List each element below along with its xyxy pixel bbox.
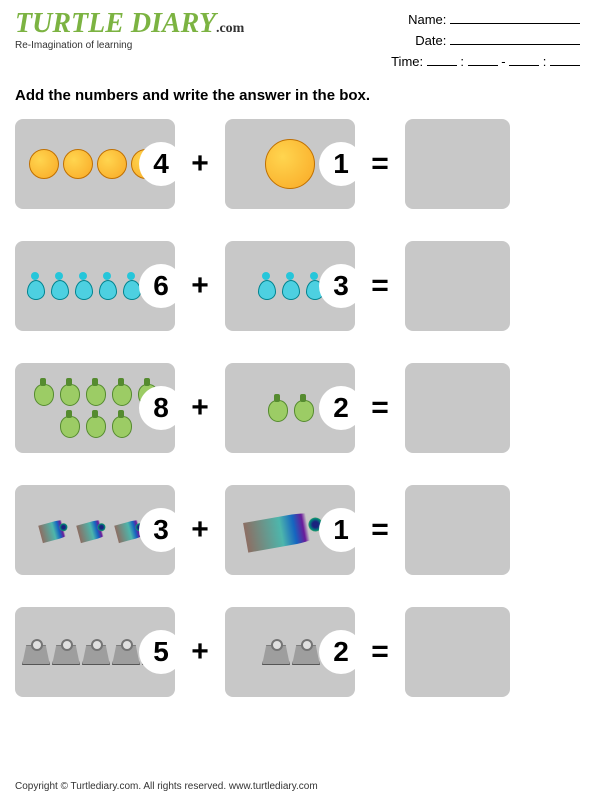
problem-row: 4+1=: [15, 119, 580, 209]
pear-icon: [84, 410, 106, 438]
number-badge: 3: [139, 508, 183, 552]
time-h2[interactable]: [509, 54, 539, 66]
earring-icon: [280, 272, 300, 300]
weight-icon: [22, 639, 48, 665]
tagline: Re-Imagination of learning: [15, 40, 244, 51]
pear-icon: [292, 394, 314, 422]
number-badge: 5: [139, 630, 183, 674]
answer-box[interactable]: [405, 363, 510, 453]
footer-copyright: Copyright © Turtlediary.com. All rights …: [15, 781, 318, 792]
time-h1[interactable]: [427, 54, 457, 66]
right-operand: 2: [225, 363, 355, 453]
answer-box[interactable]: [405, 607, 510, 697]
pear-icon: [266, 394, 288, 422]
left-operand: 3: [15, 485, 175, 575]
weight-icon: [112, 639, 138, 665]
circle-icon: [29, 149, 59, 179]
plus-operator: +: [185, 391, 215, 425]
equals-operator: =: [365, 391, 395, 425]
earring-icon: [25, 272, 45, 300]
earring-icon: [121, 272, 141, 300]
logo: TURTLE DIARY.com Re-Imagination of learn…: [15, 10, 244, 51]
answer-box[interactable]: [405, 241, 510, 331]
pear-icon: [84, 378, 106, 406]
number-badge: 4: [139, 142, 183, 186]
brand-suffix: .com: [216, 21, 244, 36]
earring-icon: [49, 272, 69, 300]
equals-operator: =: [365, 635, 395, 669]
left-operand: 4: [15, 119, 175, 209]
feather-icon: [38, 517, 76, 543]
info-fields: Name: Date: Time: : - :: [391, 10, 580, 72]
pear-icon: [110, 410, 132, 438]
number-badge: 6: [139, 264, 183, 308]
right-operand: 3: [225, 241, 355, 331]
worksheet-header: TURTLE DIARY.com Re-Imagination of learn…: [15, 10, 580, 72]
problem-row: 6+3=: [15, 241, 580, 331]
feather-icon: [76, 517, 114, 543]
weight-icon: [292, 639, 318, 665]
problem-row: 3+1=: [15, 485, 580, 575]
circle-icon: [97, 149, 127, 179]
pear-icon: [58, 378, 80, 406]
left-operand: 6: [15, 241, 175, 331]
left-operand: 5: [15, 607, 175, 697]
brand-name: TURTLE DIARY: [15, 8, 216, 39]
weight-icon: [52, 639, 78, 665]
instruction: Add the numbers and write the answer in …: [15, 87, 580, 104]
right-operand: 2: [225, 607, 355, 697]
plus-operator: +: [185, 635, 215, 669]
circle-icon: [265, 139, 315, 189]
number-badge: 2: [319, 386, 363, 430]
pear-icon: [110, 378, 132, 406]
weight-icon: [82, 639, 108, 665]
pear-icon: [32, 378, 54, 406]
number-badge: 3: [319, 264, 363, 308]
equals-operator: =: [365, 269, 395, 303]
right-operand: 1: [225, 119, 355, 209]
earring-icon: [256, 272, 276, 300]
left-operand: 8: [15, 363, 175, 453]
date-label: Date:: [415, 33, 446, 48]
name-label: Name:: [408, 12, 446, 27]
answer-box[interactable]: [405, 119, 510, 209]
pear-icon: [58, 410, 80, 438]
date-input[interactable]: [450, 33, 580, 45]
number-badge: 1: [319, 142, 363, 186]
number-badge: 8: [139, 386, 183, 430]
equals-operator: =: [365, 147, 395, 181]
equals-operator: =: [365, 513, 395, 547]
number-badge: 2: [319, 630, 363, 674]
plus-operator: +: [185, 269, 215, 303]
answer-box[interactable]: [405, 485, 510, 575]
weight-icon: [262, 639, 288, 665]
plus-operator: +: [185, 147, 215, 181]
problems-container: 4+1=6+3=8+2=3+1=5+2=: [15, 119, 580, 697]
problem-row: 8+2=: [15, 363, 580, 453]
right-operand: 1: [225, 485, 355, 575]
time-m1[interactable]: [468, 54, 498, 66]
number-badge: 1: [319, 508, 363, 552]
time-m2[interactable]: [550, 54, 580, 66]
circle-icon: [63, 149, 93, 179]
plus-operator: +: [185, 513, 215, 547]
problem-row: 5+2=: [15, 607, 580, 697]
time-label: Time:: [391, 54, 423, 69]
name-input[interactable]: [450, 12, 580, 24]
earring-icon: [73, 272, 93, 300]
logo-text: TURTLE DIARY.com: [15, 10, 244, 38]
earring-icon: [97, 272, 117, 300]
